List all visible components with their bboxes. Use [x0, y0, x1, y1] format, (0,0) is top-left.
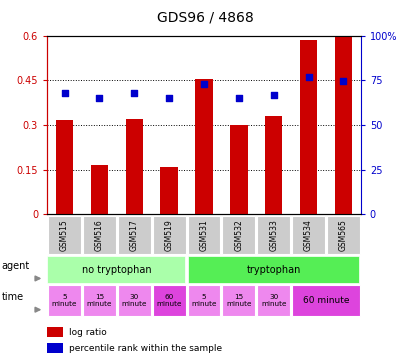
- Text: tryptophan: tryptophan: [246, 265, 300, 275]
- Text: GSM515: GSM515: [60, 219, 69, 251]
- Point: [270, 92, 276, 97]
- Text: GSM565: GSM565: [338, 219, 347, 251]
- Bar: [47, 327, 63, 337]
- Point: [235, 95, 242, 101]
- Text: 15
minute: 15 minute: [225, 294, 251, 307]
- Bar: [47, 343, 63, 353]
- Text: GSM533: GSM533: [269, 219, 277, 251]
- Bar: [118, 216, 150, 253]
- Text: GSM519: GSM519: [164, 219, 173, 251]
- Bar: [153, 285, 185, 316]
- Text: 60
minute: 60 minute: [156, 294, 182, 307]
- Text: 60 minute: 60 minute: [302, 296, 348, 305]
- Text: GSM532: GSM532: [234, 219, 243, 251]
- Bar: [83, 216, 115, 253]
- Bar: [187, 285, 220, 316]
- Bar: [264, 116, 282, 214]
- Bar: [299, 40, 317, 214]
- Bar: [222, 285, 254, 316]
- Text: 15
minute: 15 minute: [86, 294, 112, 307]
- Text: 30
minute: 30 minute: [260, 294, 286, 307]
- Bar: [56, 120, 73, 214]
- Bar: [326, 216, 359, 253]
- Point: [96, 95, 103, 101]
- Bar: [222, 216, 254, 253]
- Bar: [153, 216, 185, 253]
- Point: [61, 90, 68, 96]
- Bar: [187, 216, 220, 253]
- Bar: [292, 216, 324, 253]
- Text: GDS96 / 4868: GDS96 / 4868: [156, 11, 253, 25]
- Bar: [47, 256, 185, 283]
- Point: [339, 78, 346, 84]
- Bar: [187, 256, 359, 283]
- Bar: [48, 285, 81, 316]
- Text: GSM534: GSM534: [303, 219, 312, 251]
- Text: 5
minute: 5 minute: [191, 294, 216, 307]
- Bar: [90, 165, 108, 214]
- Text: agent: agent: [2, 261, 30, 271]
- Bar: [125, 119, 143, 214]
- Text: 5
minute: 5 minute: [52, 294, 77, 307]
- Text: no tryptophan: no tryptophan: [82, 265, 151, 275]
- Bar: [257, 216, 289, 253]
- Bar: [195, 79, 212, 214]
- Text: log ratio: log ratio: [69, 327, 107, 337]
- Bar: [160, 167, 178, 214]
- Bar: [48, 216, 81, 253]
- Bar: [229, 125, 247, 214]
- Point: [166, 95, 172, 101]
- Text: percentile rank within the sample: percentile rank within the sample: [69, 343, 222, 353]
- Text: GSM516: GSM516: [95, 219, 103, 251]
- Bar: [334, 36, 351, 214]
- Point: [305, 74, 311, 80]
- Text: time: time: [2, 292, 24, 302]
- Text: GSM531: GSM531: [199, 219, 208, 251]
- Bar: [257, 285, 289, 316]
- Bar: [292, 285, 359, 316]
- Text: GSM517: GSM517: [130, 219, 138, 251]
- Bar: [83, 285, 115, 316]
- Point: [200, 81, 207, 87]
- Text: 30
minute: 30 minute: [121, 294, 147, 307]
- Bar: [118, 285, 150, 316]
- Point: [131, 90, 137, 96]
